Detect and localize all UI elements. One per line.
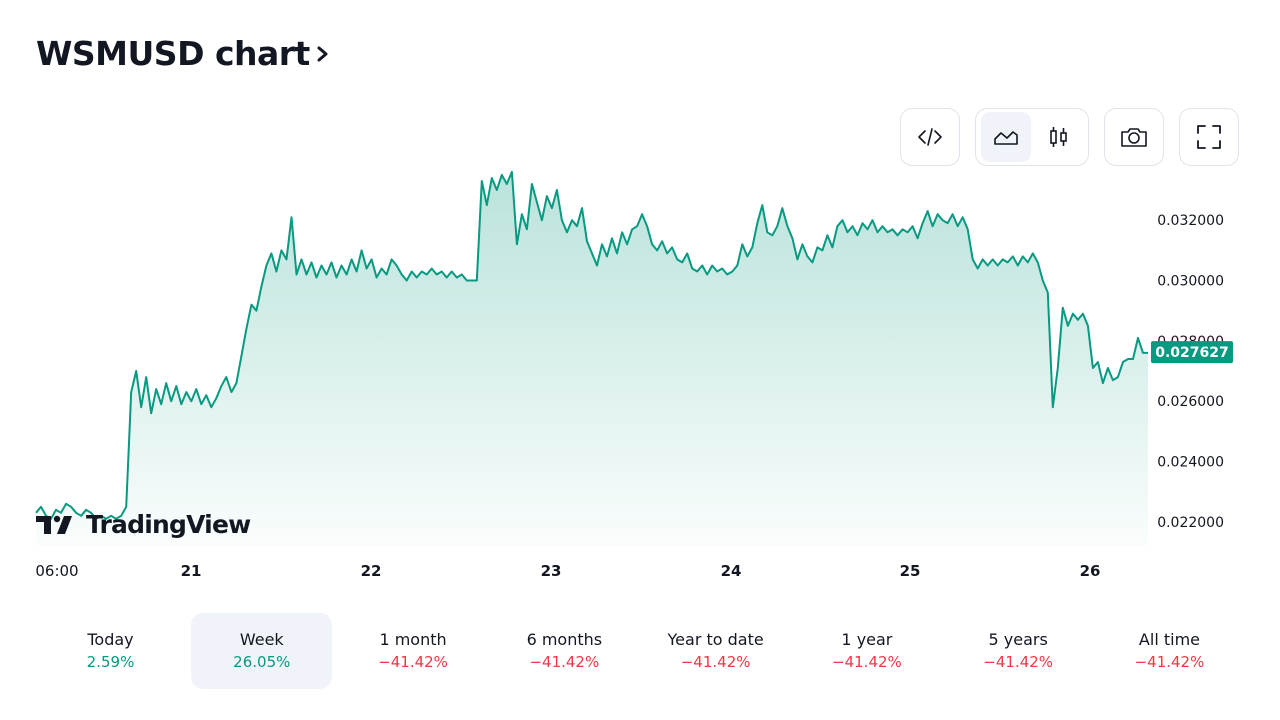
period-label: 1 year: [841, 630, 893, 649]
period-selector: Today 2.59% Week 26.05% 1 month −41.42% 6 mont…: [40, 613, 1240, 689]
price-area-fill: [36, 171, 1148, 546]
period-change: −41.42%: [378, 653, 448, 671]
tradingview-logo-icon: [36, 515, 72, 534]
page-title[interactable]: WSMUSD chart: [36, 34, 332, 73]
candles-chart-button[interactable]: [1033, 112, 1083, 162]
last-price-tag: [1151, 341, 1233, 364]
period-label: Year to date: [667, 630, 764, 649]
period-change: −41.42%: [832, 653, 902, 671]
code-icon: [918, 128, 942, 146]
x-tick-label: 23: [541, 562, 562, 580]
period-change: 26.05%: [233, 653, 291, 671]
y-tick-label: 0.030000: [1157, 274, 1224, 290]
candlestick-icon: [1050, 127, 1067, 147]
camera-icon: [1121, 128, 1147, 147]
tradingview-logo[interactable]: TradingView: [36, 510, 251, 539]
x-tick-label: 22: [361, 562, 382, 580]
period-label: All time: [1138, 630, 1200, 649]
x-tick-label: 25: [900, 562, 921, 580]
period-year-to-date[interactable]: Year to date −41.42%: [645, 613, 786, 689]
tradingview-logo-text: TradingView: [86, 510, 251, 539]
period-change: −41.42%: [529, 653, 600, 671]
area-chart-button[interactable]: [981, 112, 1031, 162]
chart-title-text: WSMUSD chart: [36, 34, 310, 73]
period-label: 1 month: [379, 630, 447, 649]
snapshot-button[interactable]: [1104, 108, 1164, 166]
period-today[interactable]: Today 2.59%: [40, 613, 181, 689]
price-chart[interactable]: 0.0320000.0300000.0280000.0260000.024000…: [0, 170, 1280, 600]
fullscreen-button[interactable]: [1179, 108, 1239, 166]
y-tick-label: 0.024000: [1157, 455, 1224, 471]
y-tick-label: 0.026000: [1157, 394, 1224, 410]
period-6-months[interactable]: 6 months −41.42%: [494, 613, 635, 689]
y-tick-label: 0.022000: [1157, 515, 1224, 531]
period-label: 5 years: [988, 630, 1048, 649]
x-tick-label: 24: [721, 562, 742, 580]
period-label: Today: [87, 630, 134, 649]
price-series-line: [35, 170, 1148, 520]
last-price-label: 0.027627: [1155, 345, 1229, 361]
period-change: −41.42%: [680, 653, 751, 671]
y-tick-label: 0.032000: [1157, 213, 1224, 229]
period-change: 2.59%: [86, 653, 135, 671]
x-tick-label: 21: [181, 562, 202, 580]
period-all-time[interactable]: All time −41.42%: [1099, 613, 1240, 689]
area-chart-icon: [994, 131, 1018, 145]
embed-button[interactable]: [900, 108, 960, 166]
period-1-year[interactable]: 1 year −41.42%: [796, 613, 937, 689]
chevron-right-icon: [317, 46, 328, 61]
period-label: 6 months: [526, 630, 603, 649]
period-label: Week: [239, 630, 284, 649]
period-1-month[interactable]: 1 month −41.42%: [343, 613, 484, 689]
period-5-years[interactable]: 5 years −41.42%: [948, 613, 1089, 689]
x-tick-label: 26: [1080, 562, 1101, 580]
period-change: −41.42%: [1134, 653, 1205, 671]
period-week[interactable]: Week 26.05%: [191, 613, 333, 689]
fullscreen-icon: [1197, 125, 1221, 149]
chart-type-switcher: [975, 108, 1089, 166]
x-tick-label: 06:00: [35, 562, 78, 580]
period-change: −41.42%: [983, 653, 1054, 671]
